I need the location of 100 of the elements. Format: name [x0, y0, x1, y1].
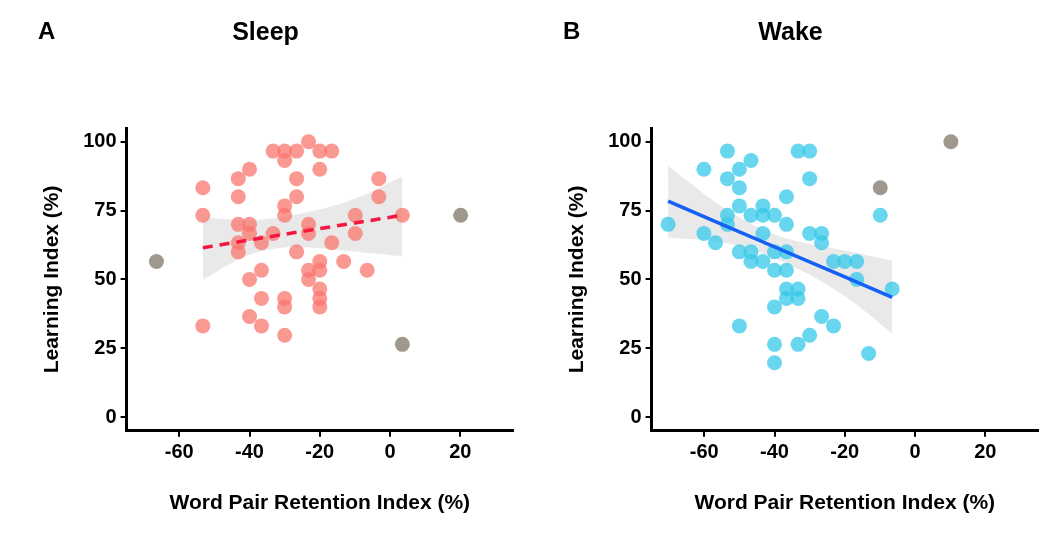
x-axis-title: Word Pair Retention Index (%) [169, 490, 471, 514]
point [743, 152, 759, 168]
point [242, 161, 258, 177]
y-tick-label: 25 [619, 335, 642, 358]
point [872, 180, 888, 196]
point [195, 180, 211, 196]
point [242, 309, 258, 325]
point [767, 207, 783, 223]
point [301, 271, 317, 287]
point [790, 290, 806, 306]
point [719, 143, 735, 159]
point [230, 189, 246, 205]
x-axis-title: Word Pair Retention Index (%) [694, 490, 996, 514]
point [148, 254, 164, 270]
x-tick-label: -40 [760, 440, 789, 463]
point [336, 254, 352, 270]
point [884, 281, 900, 297]
point [453, 207, 469, 223]
point [731, 180, 747, 196]
y-tick-label: 50 [94, 266, 117, 289]
point [826, 318, 842, 334]
point [861, 345, 877, 361]
point [289, 189, 305, 205]
text: B [563, 16, 581, 44]
point [767, 355, 783, 371]
point [849, 254, 865, 270]
text: A [38, 16, 56, 44]
point [394, 207, 410, 223]
x-tick-label: -40 [235, 440, 264, 463]
point [253, 262, 269, 278]
point [371, 189, 387, 205]
point [277, 327, 293, 343]
point [242, 225, 258, 241]
x-tick-label: 20 [449, 440, 472, 463]
point [731, 318, 747, 334]
point [767, 336, 783, 352]
x-tick-label: -60 [164, 440, 194, 463]
point [195, 207, 211, 223]
y-axis-title: Learning Index (%) [564, 185, 588, 374]
point [802, 171, 818, 187]
point [790, 336, 806, 352]
x-tick-label: -20 [305, 440, 335, 463]
point [242, 271, 258, 287]
y-tick-label: 75 [619, 198, 642, 221]
point [731, 161, 747, 177]
point [778, 262, 794, 278]
y-tick-label: 100 [608, 129, 642, 152]
point [371, 171, 387, 187]
chart-title: Wake [758, 16, 823, 45]
point [394, 336, 410, 352]
point [312, 262, 328, 278]
y-axis-title: Learning Index (%) [39, 185, 63, 374]
point [696, 225, 712, 241]
point [814, 309, 830, 325]
point [253, 290, 269, 306]
point [731, 198, 747, 214]
point [872, 207, 888, 223]
point [802, 327, 818, 343]
point [719, 171, 735, 187]
point [359, 262, 375, 278]
y-tick-label: 0 [630, 404, 642, 427]
x-tick-label: -20 [830, 440, 860, 463]
point [767, 299, 783, 315]
chart-title: Sleep [232, 16, 299, 45]
x-tick-label: 20 [974, 440, 997, 463]
point [696, 161, 712, 177]
point [778, 216, 794, 232]
point [312, 161, 328, 177]
y-tick-label: 100 [83, 129, 117, 152]
point [755, 225, 771, 241]
point [312, 299, 328, 315]
point [347, 207, 363, 223]
y-tick-label: 25 [94, 335, 117, 358]
point [778, 189, 794, 205]
point [277, 299, 293, 315]
point [253, 318, 269, 334]
point [943, 134, 959, 150]
point [195, 318, 211, 334]
point [324, 143, 340, 159]
point [289, 171, 305, 187]
point [324, 235, 340, 251]
point [814, 235, 830, 251]
y-tick-label: 50 [619, 266, 642, 289]
y-tick-label: 75 [94, 198, 117, 221]
point [277, 152, 293, 168]
point [230, 244, 246, 260]
point [301, 134, 317, 150]
point [289, 143, 305, 159]
point [755, 254, 771, 270]
x-tick-label: -60 [689, 440, 719, 463]
point [277, 207, 293, 223]
y-tick-label: 0 [105, 404, 117, 427]
point [802, 143, 818, 159]
point [289, 244, 305, 260]
point [708, 235, 724, 251]
x-tick-label: 0 [384, 440, 396, 463]
point [660, 216, 676, 232]
point [230, 171, 246, 187]
point [347, 225, 363, 241]
x-tick-label: 0 [909, 440, 921, 463]
